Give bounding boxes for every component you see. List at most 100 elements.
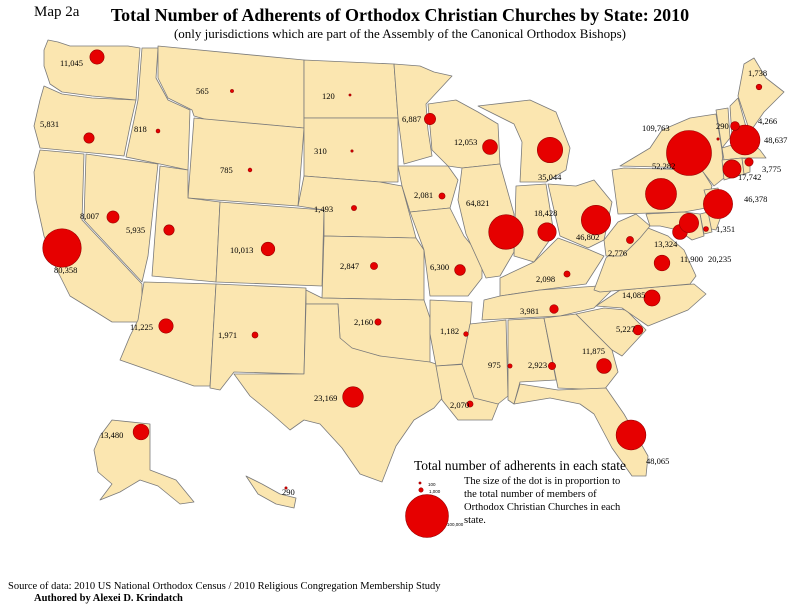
dot-id	[155, 128, 161, 134]
state-shapes	[33, 39, 785, 509]
dot-mo	[454, 264, 466, 276]
dot-in	[537, 222, 557, 242]
dot-ca	[42, 228, 82, 268]
value-label-ct: 17,742	[738, 172, 761, 182]
legend-title: Total number of adherents in each state	[414, 458, 626, 473]
dot-nd	[348, 93, 352, 97]
dot-nh	[730, 121, 740, 131]
value-label-mn: 6,887	[402, 114, 421, 124]
value-label-co: 10,013	[230, 245, 253, 255]
value-label-ne: 1,493	[314, 204, 333, 214]
value-label-in: 18,428	[534, 208, 557, 218]
source-note: Source of data: 2010 US National Orthodo…	[8, 581, 441, 592]
value-label-tx: 23,169	[314, 393, 337, 403]
value-label-ia: 2,081	[414, 190, 433, 200]
value-label-oh: 46,802	[576, 232, 599, 242]
dot-mt	[230, 89, 234, 93]
state-shape-wv	[603, 213, 651, 257]
dot-hi	[284, 486, 288, 490]
value-label-wv: 2,776	[608, 248, 627, 258]
legend-dot-1	[418, 487, 424, 493]
legend-dots: 100 1,000 100,000	[405, 481, 464, 538]
dot-or	[83, 132, 95, 144]
dot-ga	[596, 358, 612, 374]
value-label-pa: 52,282	[652, 161, 675, 171]
dot-ny	[666, 130, 712, 176]
value-label-wy: 785	[220, 165, 233, 175]
dot-vt	[716, 137, 720, 141]
value-label-wa: 11,045	[60, 58, 83, 68]
value-label-nd: 120	[322, 91, 335, 101]
state-shape-tx	[233, 303, 445, 483]
map-label: Map 2a	[34, 4, 80, 20]
dot-wy	[247, 167, 253, 173]
value-label-ar: 1,182	[440, 326, 459, 336]
dot-ne	[351, 205, 357, 211]
legend-description: The size of the dot is in proportion to …	[464, 476, 621, 526]
value-label-ga: 11,875	[582, 346, 605, 356]
dot-la	[466, 400, 474, 408]
value-label-al: 2,923	[528, 360, 547, 370]
dot-ut	[163, 224, 175, 236]
dot-al	[548, 362, 556, 370]
dot-dc	[679, 213, 699, 233]
state-shape-nv	[83, 153, 159, 283]
state-shape-nm	[209, 283, 307, 391]
dot-tn	[549, 304, 559, 314]
value-label-ak: 13,480	[100, 430, 123, 440]
dot-nm	[251, 331, 259, 339]
dot-ky	[563, 270, 571, 278]
value-label-nv: 8,007	[80, 211, 99, 221]
value-label-az: 11,225	[130, 322, 153, 332]
value-label-nh: 4,266	[758, 116, 777, 126]
state-shape-wa	[43, 39, 141, 101]
adherent-dots	[42, 49, 763, 490]
legend-dot-2	[405, 494, 449, 538]
dot-tx	[342, 386, 364, 408]
dot-ri	[744, 157, 754, 167]
value-label-va: 13,324	[654, 239, 678, 249]
map-title: Total Number of Adherents of Orthodox Ch…	[110, 5, 690, 25]
state-shape-fl	[513, 383, 649, 477]
dot-oh	[581, 205, 611, 235]
state-shape-nd	[303, 59, 399, 119]
value-label-tn: 3,981	[520, 306, 539, 316]
dot-mi	[536, 136, 564, 164]
dot-nc	[643, 289, 661, 307]
map-subtitle: (only jurisdictions which are part of th…	[173, 26, 627, 41]
state-value-labels: 11,045 5,831 80,358 8,007 818 565 785 5,935 11,2…	[40, 58, 787, 497]
value-label-sc: 5,227	[616, 324, 635, 334]
dot-nj	[703, 189, 733, 219]
state-shape-wy	[187, 117, 305, 207]
dot-co	[260, 241, 276, 257]
value-label-ky: 2,098	[536, 274, 555, 284]
value-label-ms: 975	[488, 360, 501, 370]
dot-fl	[615, 419, 647, 451]
dot-va	[653, 254, 671, 272]
value-label-id: 818	[134, 124, 147, 134]
value-label-wi: 12,053	[454, 137, 477, 147]
value-label-ut: 5,935	[126, 225, 145, 235]
value-label-mo: 6,300	[430, 262, 449, 272]
dot-sd	[350, 149, 354, 153]
legend-dot-0	[418, 481, 422, 485]
state-shape-ca	[33, 149, 143, 323]
value-label-il: 64,821	[466, 198, 489, 208]
legend-label-1: 1,000	[429, 489, 441, 494]
dot-ma	[729, 124, 761, 156]
value-label-ri: 3,775	[762, 164, 781, 174]
value-label-ma: 48,637	[764, 135, 787, 145]
value-label-dc: 20,235	[708, 254, 731, 264]
state-shape-hi	[245, 475, 297, 509]
state-shape-sc	[575, 307, 647, 357]
dot-nv	[106, 210, 120, 224]
value-label-md: 11,900	[680, 254, 703, 264]
dot-wa	[89, 49, 105, 65]
value-label-nc: 14,085	[622, 290, 645, 300]
dot-ms	[507, 363, 513, 369]
value-label-or: 5,831	[40, 119, 59, 129]
value-label-fl: 48,065	[646, 456, 669, 466]
dot-az	[158, 318, 174, 334]
value-label-vt: 290	[716, 121, 729, 131]
